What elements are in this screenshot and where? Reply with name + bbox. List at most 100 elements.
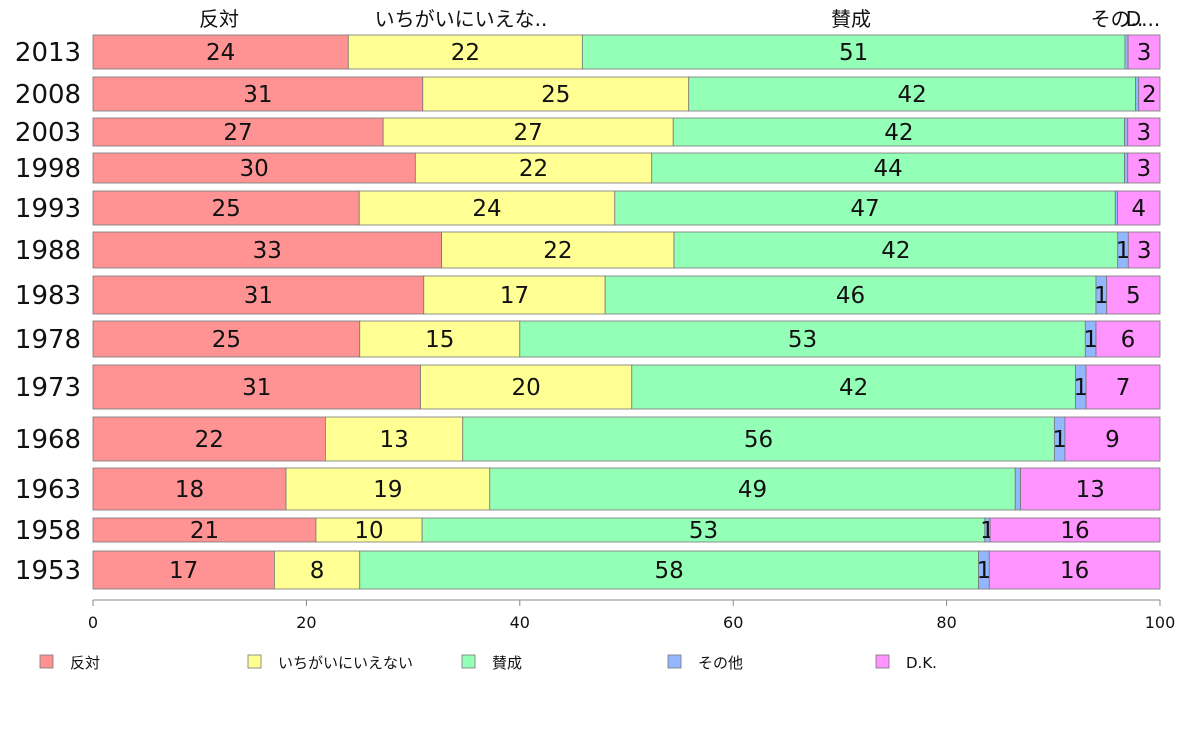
bar-1963-series-3 (1014, 467, 1021, 511)
value-label-1993-series-4: 4 (1131, 196, 1146, 222)
value-label-1993-series-2: 47 (850, 196, 879, 222)
value-label-2003-series-4: 3 (1137, 120, 1152, 146)
bar-1973-series-4 (1085, 364, 1161, 410)
value-label-1953-series-2: 58 (655, 558, 684, 584)
bar-1983-series-4 (1106, 275, 1161, 315)
value-label-2003-series-0: 27 (223, 120, 252, 146)
legend: 反対 いちがいにいえない 賛成 その他 D.K. (39, 654, 937, 672)
value-label-1953-series-3: 1 (977, 558, 992, 584)
bar-1958-series-2 (421, 517, 986, 543)
value-label-2008-series-1: 25 (541, 82, 570, 108)
legend-swatch-0 (39, 654, 54, 669)
bar-2003-series-3 (1124, 117, 1129, 147)
value-label-1978-series-3: 1 (1083, 327, 1098, 353)
value-label-2013-series-0: 24 (206, 40, 235, 66)
value-label-1983-series-1: 17 (500, 283, 529, 309)
value-label-1958-series-0: 21 (190, 518, 219, 544)
x-tick-label-100: 100 (1145, 613, 1176, 632)
column-header-3: その.. (1091, 7, 1144, 31)
bar-1998-series-4 (1127, 152, 1161, 184)
bar-2013-series-2 (581, 34, 1126, 70)
value-label-1998-series-4: 3 (1137, 156, 1152, 182)
bar-1993-series-1 (358, 190, 616, 226)
bar-1998-series-0 (92, 152, 416, 184)
value-label-2008-series-0: 31 (243, 82, 272, 108)
bar-1953-series-2 (359, 550, 980, 590)
bar-1963-series-0 (92, 467, 287, 511)
value-label-1998-series-2: 44 (874, 156, 903, 182)
year-label-1963: 1963 (15, 475, 81, 505)
bar-1978-series-1 (359, 320, 521, 358)
year-label-1988: 1988 (15, 236, 81, 266)
year-label-1973: 1973 (15, 373, 81, 403)
value-label-2013-series-2: 51 (839, 40, 868, 66)
value-label-1953-series-1: 8 (310, 558, 325, 584)
value-label-1988-series-1: 22 (543, 238, 572, 264)
value-label-1963-series-1: 19 (373, 477, 402, 503)
bar-2003-series-2 (672, 117, 1125, 147)
value-label-1968-series-4: 9 (1105, 427, 1120, 453)
bar-2013-series-1 (347, 34, 583, 70)
bar-1953-series-4 (988, 550, 1161, 590)
bar-1983-series-1 (423, 275, 606, 315)
bar-2008-series-0 (92, 76, 424, 112)
bar-1983-series-2 (604, 275, 1097, 315)
value-label-1968-series-2: 56 (744, 427, 773, 453)
bar-1973-series-1 (420, 364, 633, 410)
bar-1988-series-2 (673, 231, 1119, 269)
bar-1963-series-1 (285, 467, 491, 511)
bar-1963-series-4 (1020, 467, 1161, 511)
bar-2008-series-4 (1138, 76, 1161, 112)
bar-1978-series-0 (92, 320, 361, 358)
bar-1953-series-0 (92, 550, 275, 590)
column-headers: 反対 いちがいにいえな.. 賛成 その..D... (199, 7, 1160, 31)
value-label-2013-series-1: 22 (451, 40, 480, 66)
bar-2003-series-1 (382, 117, 674, 147)
value-label-1993-series-1: 24 (472, 196, 501, 222)
value-label-1968-series-1: 13 (379, 427, 408, 453)
bar-1998-series-2 (651, 152, 1125, 184)
legend-label-4: D.K. (906, 654, 937, 672)
value-label-1978-series-2: 53 (788, 327, 817, 353)
bar-2003-series-0 (92, 117, 384, 147)
bar-1973-series-2 (631, 364, 1076, 410)
value-label-1968-series-0: 22 (195, 427, 224, 453)
bar-1993-series-4 (1117, 190, 1161, 226)
year-label-1993: 1993 (15, 194, 81, 224)
value-label-1988-series-2: 42 (881, 238, 910, 264)
value-label-1978-series-0: 25 (212, 327, 241, 353)
bar-2008-series-2 (688, 76, 1136, 112)
bar-2013-series-3 (1124, 34, 1129, 70)
bar-1958-series-4 (989, 517, 1161, 543)
value-label-1973-series-2: 42 (839, 375, 868, 401)
value-label-1998-series-1: 22 (519, 156, 548, 182)
year-label-2003: 2003 (15, 118, 81, 148)
bar-2003-series-4 (1127, 117, 1161, 147)
year-label-1978: 1978 (15, 325, 81, 355)
value-label-1963-series-4: 13 (1076, 477, 1105, 503)
x-tick-label-0: 0 (88, 613, 98, 632)
legend-label-3: その他 (698, 654, 743, 672)
value-label-2013-series-4: 3 (1137, 40, 1152, 66)
bar-1973-series-0 (92, 364, 421, 410)
legend-swatch-4 (875, 654, 890, 669)
x-axis: 0 20 40 60 80 100 (88, 599, 1176, 632)
column-header-0: 反対 (199, 7, 239, 31)
year-label-1983: 1983 (15, 281, 81, 311)
value-label-1958-series-4: 16 (1060, 518, 1089, 544)
bar-2013-series-0 (92, 34, 349, 70)
value-label-1963-series-2: 49 (738, 477, 767, 503)
value-label-1983-series-0: 31 (244, 283, 273, 309)
legend-label-1: いちがいにいえない (278, 654, 413, 672)
x-tick-label-40: 40 (510, 613, 530, 632)
value-label-1958-series-1: 10 (354, 518, 383, 544)
value-label-1953-series-4: 16 (1060, 558, 1089, 584)
bar-1998-series-1 (414, 152, 653, 184)
value-label-1988-series-3: 1 (1116, 238, 1131, 264)
column-header-4: D... (1126, 7, 1160, 31)
value-label-1978-series-4: 6 (1121, 327, 1136, 353)
bar-1953-series-1 (273, 550, 361, 590)
bar-1988-series-4 (1127, 231, 1161, 269)
